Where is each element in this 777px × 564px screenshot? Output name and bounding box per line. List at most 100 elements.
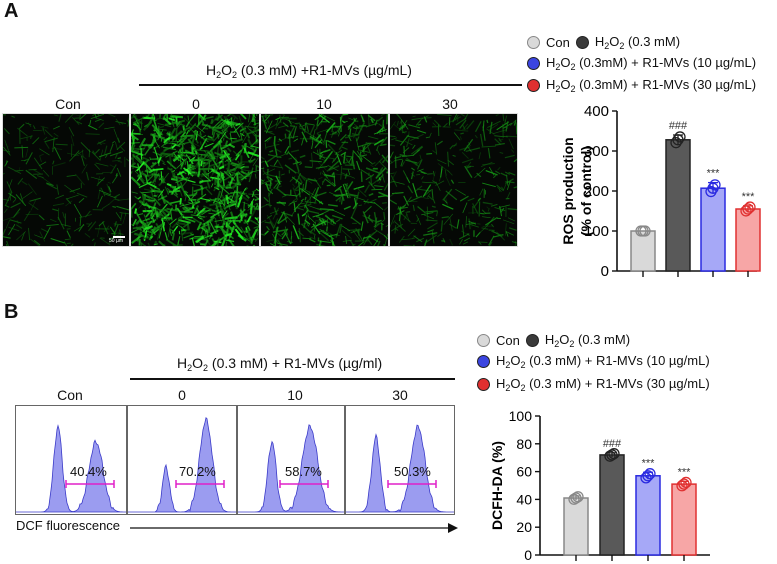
y-tick-label: 300 [584, 143, 609, 160]
bar [671, 483, 697, 556]
bar [630, 230, 656, 272]
data-point [672, 134, 684, 146]
data-point [680, 476, 692, 489]
data-point [572, 491, 584, 503]
data-point [709, 179, 721, 191]
y-axis-label: (% of control) [578, 146, 594, 236]
histogram-percent-h2o2: 70.2% [179, 464, 216, 479]
significance-label: *** [742, 191, 756, 203]
legend-swatch-r1mvs-10 [527, 56, 540, 70]
panel-a-col-30: 30 [442, 96, 458, 112]
data-point [670, 137, 682, 149]
bar [563, 497, 589, 556]
scalebar [113, 236, 125, 238]
micrograph-h2o2 [130, 113, 260, 247]
legend-r1mvs-30: H2O2 (0.3mM) + R1-MVs (30 µg/mL) [527, 74, 777, 96]
significance-label: *** [678, 466, 692, 478]
data-point [606, 449, 618, 461]
legend-con: Con [527, 35, 570, 50]
scalebar-label: 50 µm [109, 238, 123, 244]
histogram-percent-r1mvs-10: 58.7% [285, 464, 322, 479]
data-point [676, 480, 688, 492]
bar [735, 208, 761, 272]
legend-b-swatch-r1mvs-30 [477, 378, 490, 391]
legend-swatch-h2o2 [575, 35, 589, 49]
data-point [644, 468, 656, 480]
data-point [744, 201, 756, 213]
data-point [678, 478, 690, 490]
histogram-con: 40.4% [15, 405, 127, 515]
legend-b-con: Con [477, 333, 520, 348]
bar [599, 454, 625, 556]
significance-label: ### [603, 438, 622, 450]
y-tick-label: 100 [509, 408, 533, 424]
legend-b-label-con: Con [496, 332, 520, 348]
y-tick-label: 80 [516, 436, 532, 452]
panel-b-col-30: 30 [392, 387, 408, 403]
y-tick-label: 200 [584, 183, 609, 200]
data-point [674, 131, 686, 143]
legend-b-swatch-h2o2 [525, 333, 539, 347]
panel-b-legend: Con H2O2 (0.3 mM) H2O2 (0.3 mM) + R1-MVs… [477, 330, 777, 396]
panel-a-treatment-label: H2O2 (0.3 mM) +R1-MVs (µg/mL) [206, 62, 412, 80]
legend-b-r1mvs-30: H2O2 (0.3 mM) + R1-MVs (30 µg/mL) [477, 373, 777, 396]
y-axis-label: ROS production [560, 137, 576, 244]
panel-b-treatment-line [130, 378, 455, 380]
panel-b-treatment-label: H2O2 (0.3 mM) + R1-MVs (µg/ml) [177, 355, 383, 373]
dcfh-da-chart: 0 20 40 60 80 100 DCFH-DA (%) ### *** *** [489, 408, 710, 563]
y-tick-label: 0 [524, 547, 532, 563]
legend-swatch-con [527, 35, 540, 49]
y-tick-label: 60 [516, 464, 532, 480]
histogram-r1mvs-30: 50.3% [345, 405, 455, 515]
micrograph-r1mvs-30 [389, 113, 518, 247]
bar [665, 139, 691, 272]
ros-production-chart: 0 100 200 300 400 ROS production (% of control… [560, 103, 761, 280]
y-tick-label: 20 [516, 519, 532, 535]
panel-b-letter: B [4, 301, 19, 323]
data-point [640, 472, 652, 484]
micrograph-r1mvs-10 [260, 113, 389, 247]
micrograph-con: 50 µm [2, 113, 130, 247]
bar [635, 475, 661, 556]
histogram-h2o2: 70.2% [127, 405, 237, 515]
bar [700, 187, 726, 272]
y-tick-label: 0 [601, 263, 609, 280]
significance-label: *** [707, 168, 721, 180]
panel-b-col-con: Con [57, 387, 83, 403]
legend-b-r1mvs-10: H2O2 (0.3 mM) + R1-MVs (10 µg/mL) [477, 350, 777, 373]
legend-b-swatch-r1mvs-10 [477, 355, 490, 368]
legend-h2o2: H2O2 (0.3 mM) [575, 33, 681, 51]
significance-label: ### [669, 120, 688, 132]
legend-label-r1mvs-30: H2O2 (0.3mM) + R1-MVs (30 µg/mL) [546, 76, 757, 94]
legend-swatch-r1mvs-30 [527, 78, 540, 92]
y-tick-label: 100 [584, 223, 609, 240]
panel-a-col-10: 10 [316, 96, 332, 112]
panel-a-legend: Con H2O2 (0.3 mM) H2O2 (0.3mM) + R1-MVs … [527, 32, 777, 96]
dcf-axis-label: DCF fluorescence [16, 518, 121, 533]
dcf-axis-arrow [130, 523, 458, 533]
data-point [642, 470, 654, 482]
y-tick-label: 40 [516, 491, 532, 507]
legend-label-con: Con [546, 34, 570, 50]
legend-b-label-r1mvs-10: H2O2 (0.3 mM) + R1-MVs (10 µg/mL) [496, 353, 710, 370]
legend-b-swatch-con [477, 333, 490, 347]
y-axis-label: DCFH-DA (%) [489, 441, 505, 530]
y-tick-label: 400 [584, 103, 609, 120]
data-point [570, 492, 582, 504]
panel-a-col-0: 0 [192, 96, 200, 112]
legend-b-label-r1mvs-30: H2O2 (0.3 mM) + R1-MVs (30 µg/mL) [496, 376, 710, 393]
histogram-percent-r1mvs-30: 50.3% [394, 464, 431, 479]
panel-b-col-0: 0 [178, 387, 186, 403]
significance-label: *** [642, 457, 656, 469]
legend-b-h2o2: H2O2 (0.3 mM) [525, 331, 631, 349]
legend-r1mvs-10: H2O2 (0.3mM) + R1-MVs (10 µg/mL) [527, 52, 777, 74]
panel-a-col-con: Con [55, 96, 81, 112]
legend-label-r1mvs-10: H2O2 (0.3mM) + R1-MVs (10 µg/mL) [546, 54, 757, 72]
legend-b-label-h2o2: H2O2 (0.3 mM) [544, 331, 631, 349]
data-point [740, 205, 752, 217]
data-point [742, 203, 754, 215]
legend-label-h2o2: H2O2 (0.3 mM) [594, 33, 681, 51]
panel-a-letter: A [4, 0, 19, 22]
panel-b-col-10: 10 [287, 387, 303, 403]
panel-a-treatment-line [139, 84, 522, 86]
